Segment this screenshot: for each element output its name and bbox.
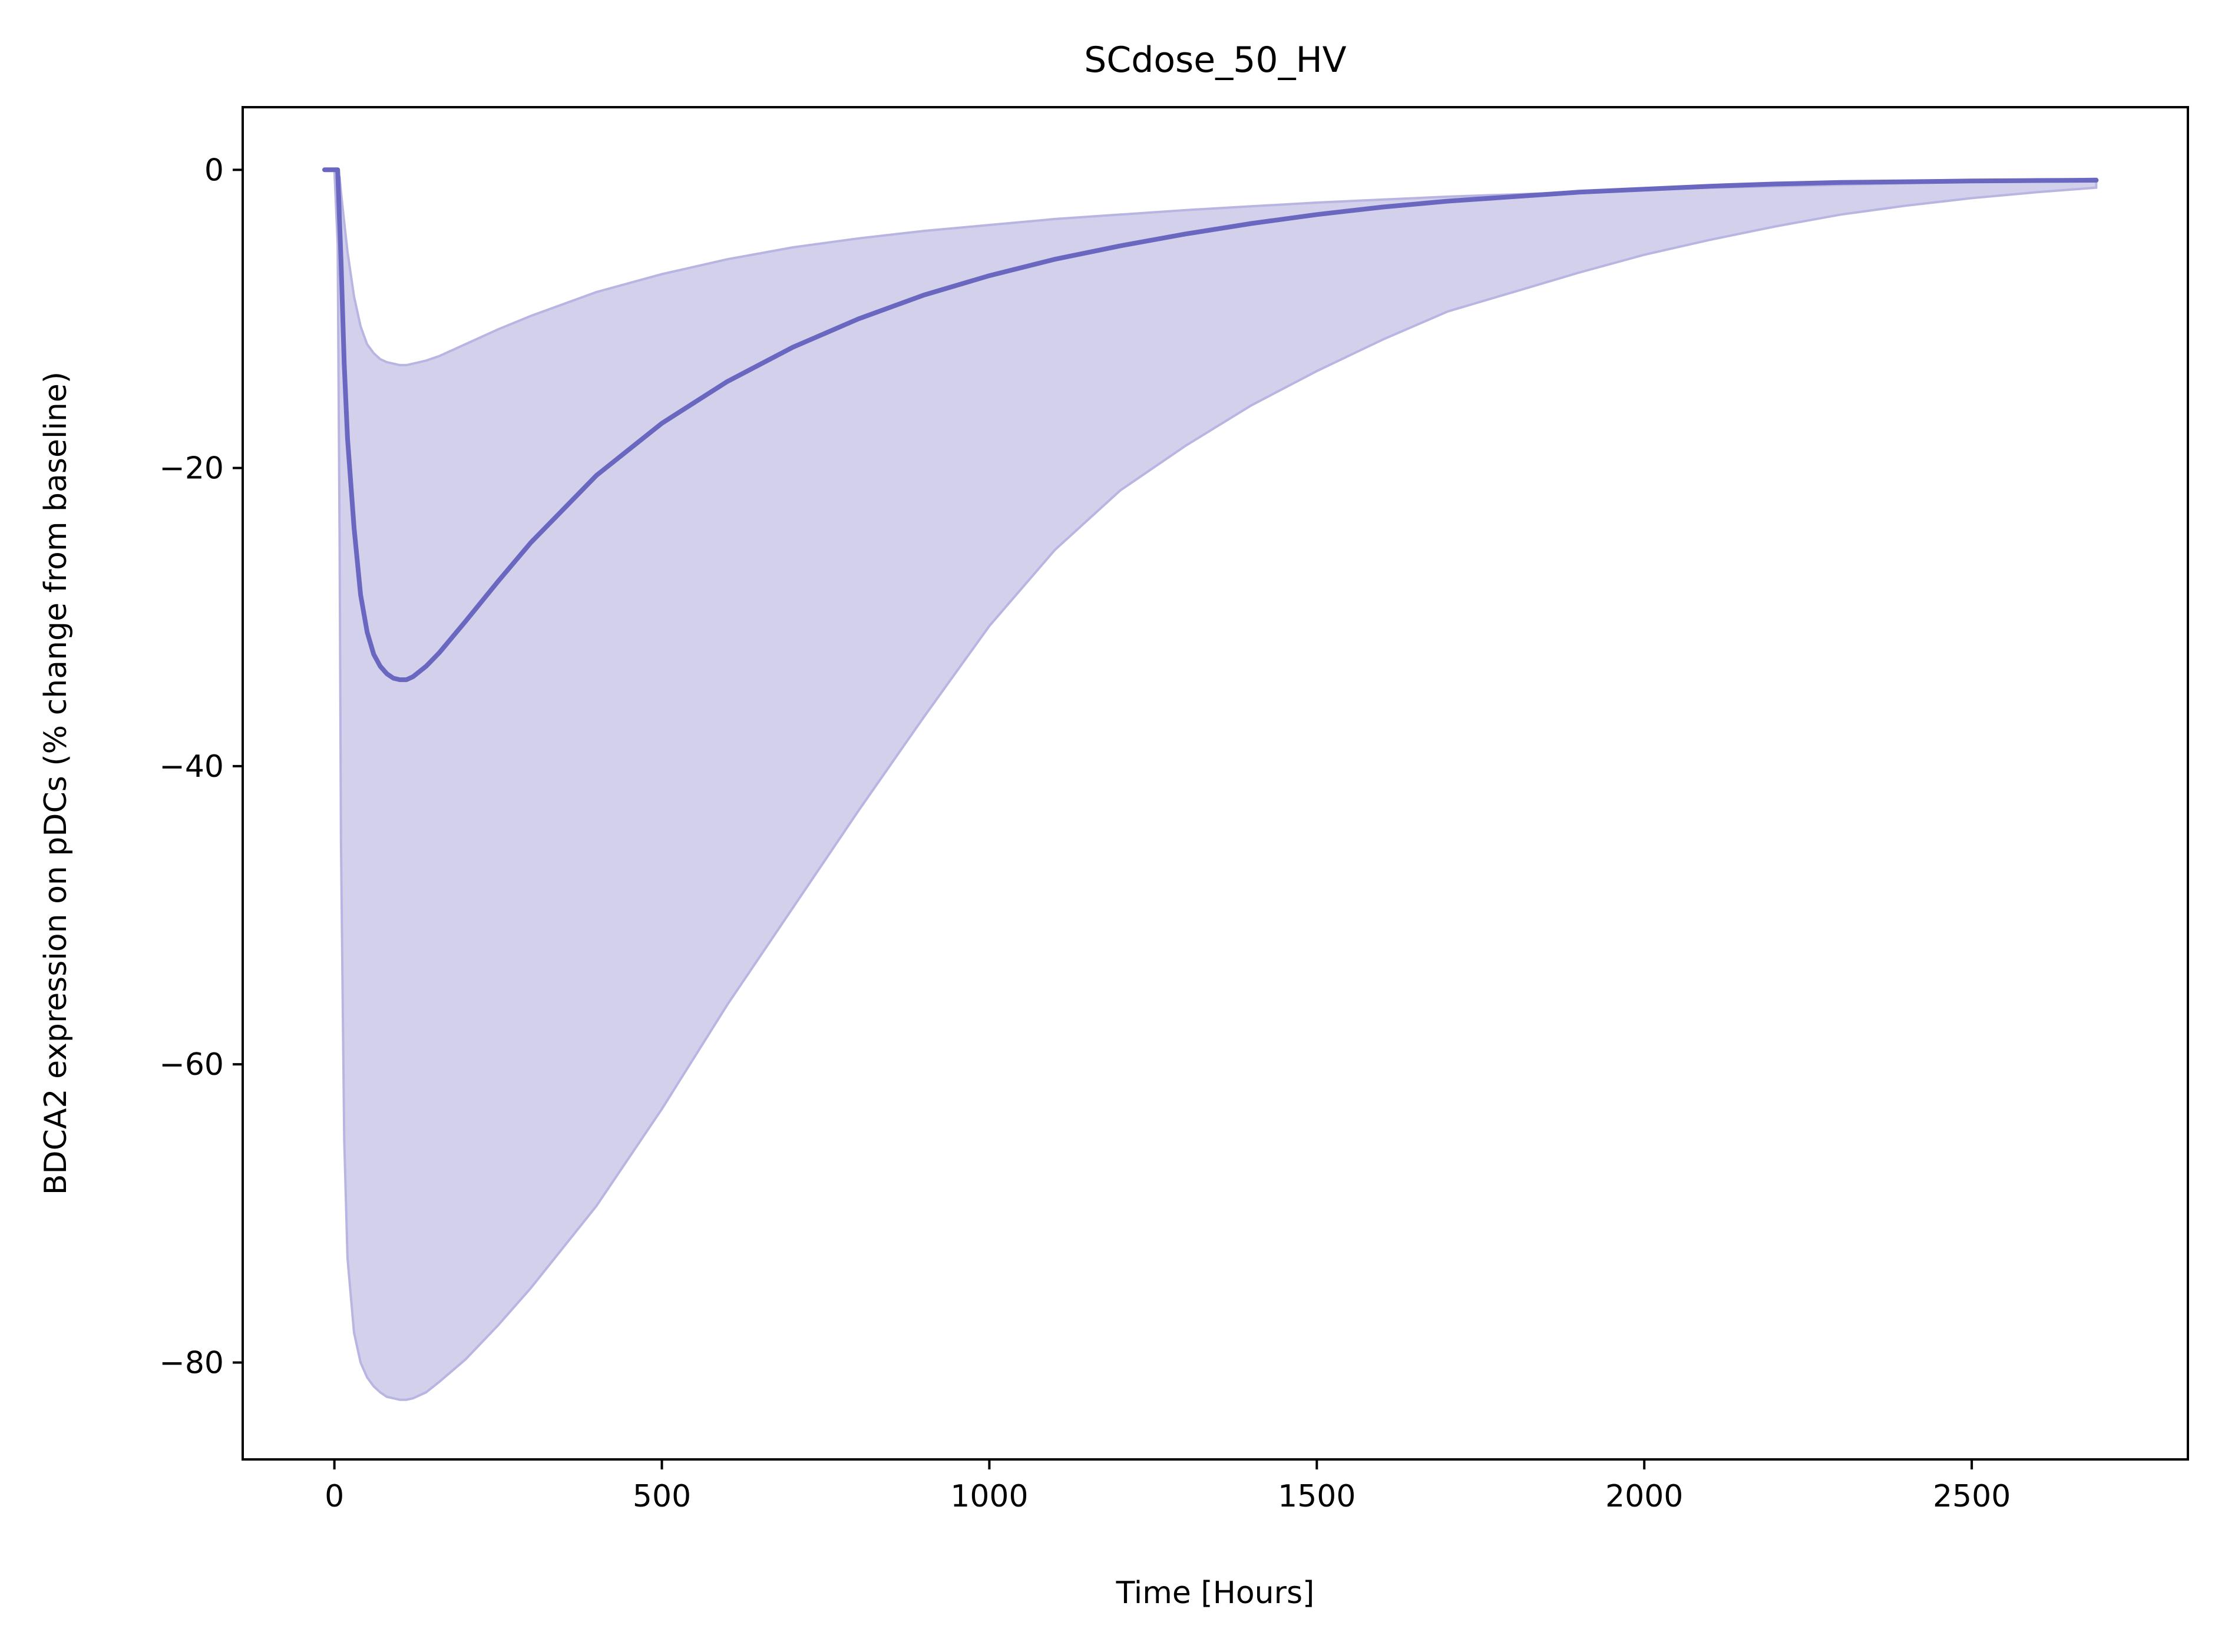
x-tick-label: 1500 bbox=[1278, 1479, 1356, 1514]
y-tick-label: −80 bbox=[159, 1345, 224, 1380]
y-axis-label: BDCA2 expression on pDCs (% change from … bbox=[38, 372, 74, 1195]
x-tick-label: 0 bbox=[325, 1479, 344, 1514]
x-tick-label: 2000 bbox=[1605, 1479, 1683, 1514]
plot-frame bbox=[242, 106, 2189, 1461]
x-tick-label: 2500 bbox=[1933, 1479, 2011, 1514]
y-tick-label: −20 bbox=[159, 451, 224, 486]
y-axis-ticks: 0 −20 −40 −60 −80 bbox=[159, 153, 243, 1380]
chart-title: SCdose_50_HV bbox=[1084, 39, 1346, 81]
x-axis-label: Time [Hours] bbox=[1116, 1575, 1315, 1611]
y-tick-label: −40 bbox=[159, 749, 224, 784]
x-axis-ticks: 0 500 1000 1500 2000 2500 bbox=[325, 1459, 2011, 1514]
series-line bbox=[322, 167, 2099, 683]
y-tick-label: −60 bbox=[159, 1047, 224, 1082]
x-tick-label: 500 bbox=[633, 1479, 691, 1514]
x-tick-label: 1000 bbox=[950, 1479, 1028, 1514]
y-tick-label: 0 bbox=[204, 153, 224, 188]
confidence-band bbox=[325, 168, 2098, 1401]
